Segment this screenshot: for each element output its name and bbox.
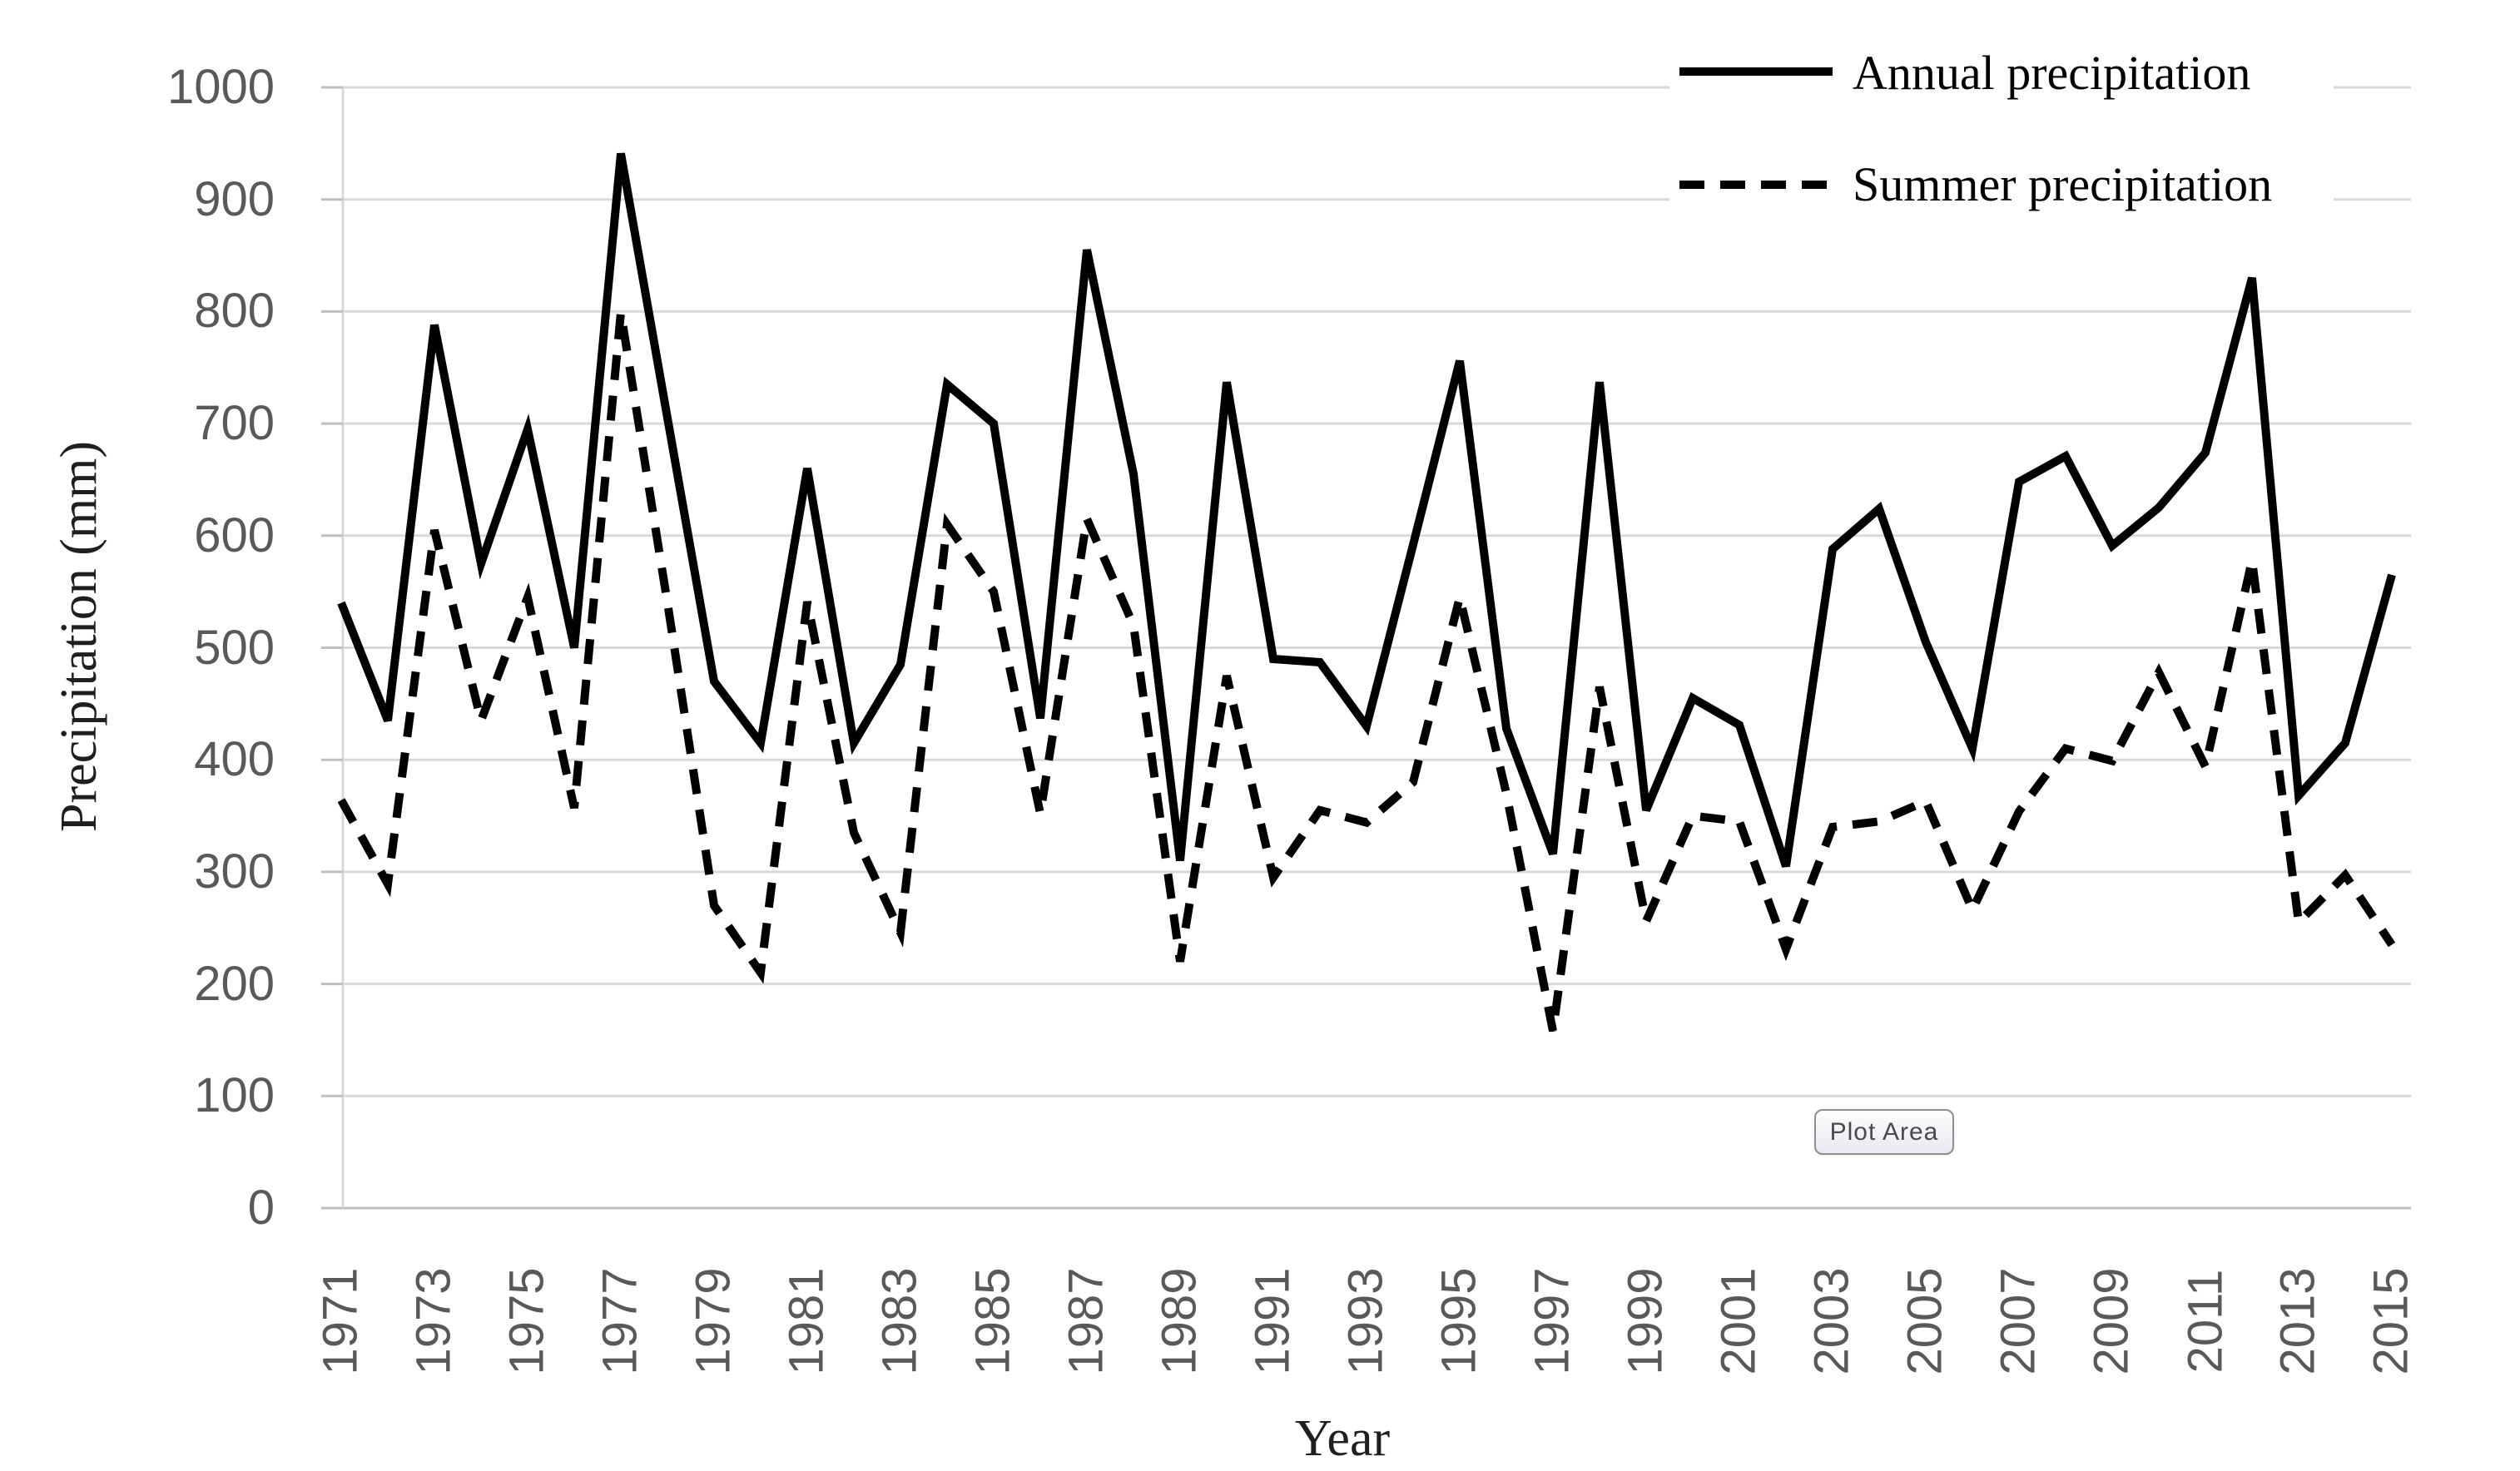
y-tick-label-600: 600 — [194, 508, 275, 562]
y-axis-title: Precipitation (mm) — [0, 441, 337, 832]
x-tick-label-2015: 2015 — [2364, 1267, 2418, 1375]
y-tick-label-900: 900 — [194, 172, 275, 226]
plot-area-tooltip-text: Plot Area — [1829, 1117, 1939, 1146]
y-tick-label-300: 300 — [194, 844, 275, 899]
plot-area-tooltip[interactable]: Plot Area — [1814, 1109, 1954, 1155]
y-tick-label-400: 400 — [194, 732, 275, 786]
x-axis-title: Year — [1294, 1410, 1391, 1467]
series-line-annual[interactable] — [337, 152, 2396, 868]
y-tick-label-100: 100 — [194, 1068, 275, 1122]
legend-label-summer: Summer precipitation — [1853, 157, 2273, 211]
y-tick-label-200: 200 — [194, 957, 275, 1011]
y-axis-title-text: Precipitation (mm) — [51, 440, 107, 833]
legend-background — [1669, 33, 2334, 230]
y-tick-label-700: 700 — [194, 396, 275, 450]
y-tick-label-500: 500 — [194, 621, 275, 675]
y-tick-label-800: 800 — [194, 284, 275, 338]
legend-label-annual: Annual precipitation — [1853, 46, 2251, 100]
y-tick-label-1000: 1000 — [166, 60, 275, 114]
y-tick-label-0: 0 — [247, 1181, 275, 1235]
series-line-summer[interactable] — [337, 311, 2396, 1033]
